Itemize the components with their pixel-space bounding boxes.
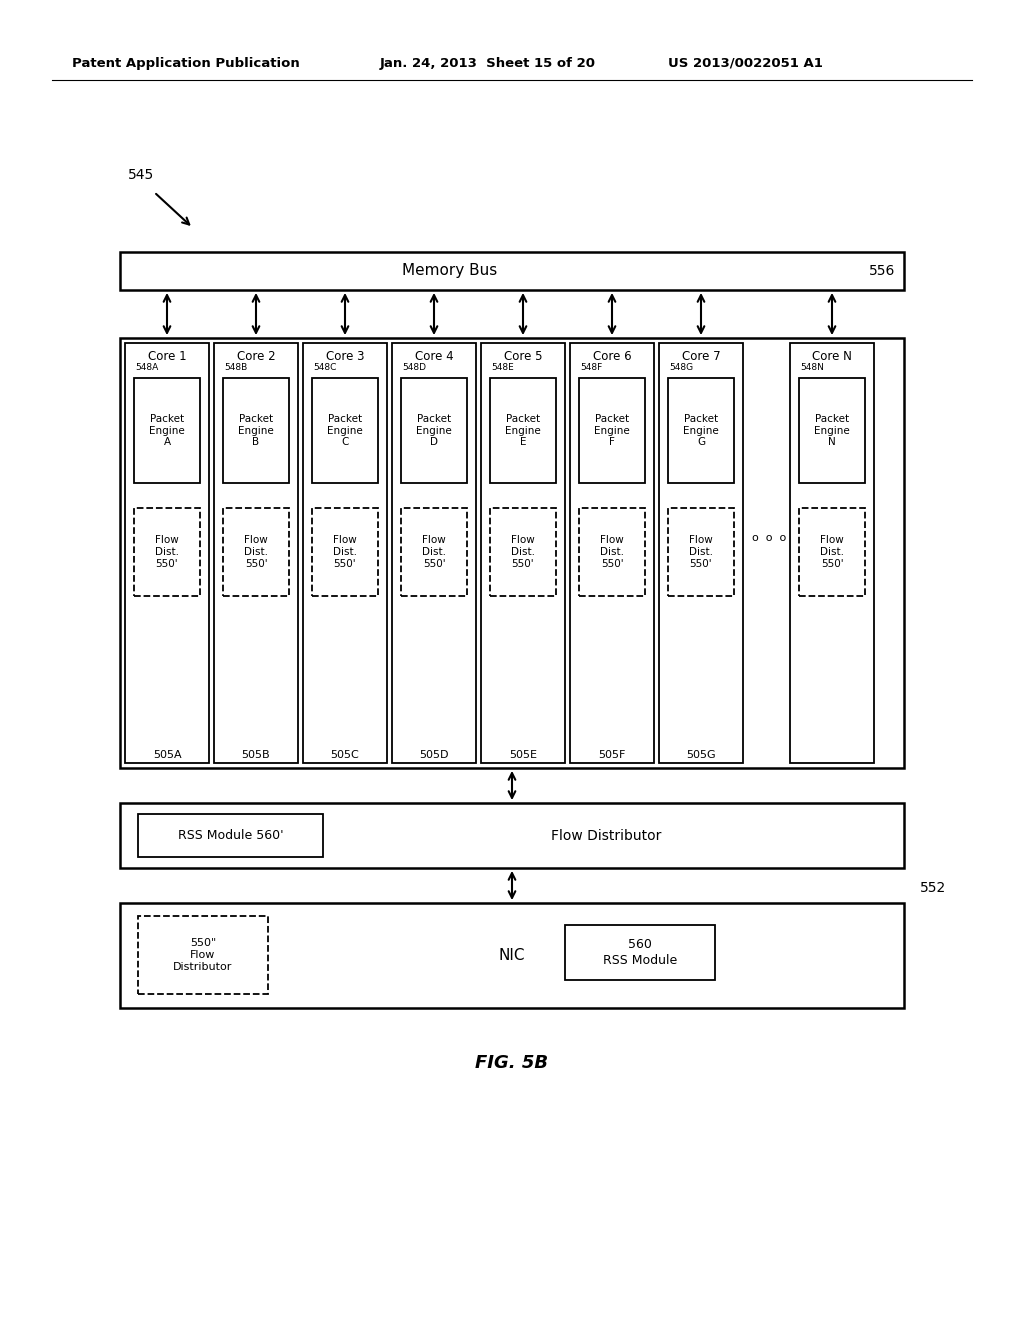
Bar bbox=[490, 508, 556, 597]
Text: Core 5: Core 5 bbox=[504, 350, 543, 363]
Text: Flow Distributor: Flow Distributor bbox=[551, 829, 662, 842]
Bar bbox=[668, 508, 734, 597]
Text: 548F: 548F bbox=[580, 363, 602, 371]
Bar bbox=[134, 378, 200, 483]
Text: 548D: 548D bbox=[402, 363, 426, 371]
Text: 548E: 548E bbox=[490, 363, 514, 371]
Text: 505C: 505C bbox=[331, 750, 359, 760]
Text: Flow
Dist.
550': Flow Dist. 550' bbox=[333, 536, 357, 569]
Bar bbox=[120, 338, 904, 768]
Text: 548G: 548G bbox=[669, 363, 693, 371]
Text: Core 1: Core 1 bbox=[147, 350, 186, 363]
Text: 550"
Flow
Distributor: 550" Flow Distributor bbox=[173, 939, 232, 972]
Text: 505G: 505G bbox=[686, 750, 716, 760]
Text: 548A: 548A bbox=[135, 363, 159, 371]
Text: Packet
Engine
G: Packet Engine G bbox=[683, 414, 719, 447]
Text: Core 2: Core 2 bbox=[237, 350, 275, 363]
Text: Memory Bus: Memory Bus bbox=[401, 264, 497, 279]
Bar bbox=[401, 378, 467, 483]
Bar bbox=[401, 508, 467, 597]
Text: 548N: 548N bbox=[800, 363, 824, 371]
Text: Flow
Dist.
550': Flow Dist. 550' bbox=[511, 536, 535, 569]
Text: NIC: NIC bbox=[499, 948, 525, 964]
Text: Flow
Dist.
550': Flow Dist. 550' bbox=[820, 536, 844, 569]
Text: Flow
Dist.
550': Flow Dist. 550' bbox=[689, 536, 713, 569]
Text: 556: 556 bbox=[868, 264, 895, 279]
Text: 505D: 505D bbox=[419, 750, 449, 760]
Text: 548C: 548C bbox=[313, 363, 336, 371]
Text: 552: 552 bbox=[920, 880, 946, 895]
Text: Core 4: Core 4 bbox=[415, 350, 454, 363]
Bar bbox=[303, 343, 387, 763]
Bar bbox=[134, 508, 200, 597]
Bar bbox=[579, 508, 645, 597]
Text: 505E: 505E bbox=[509, 750, 537, 760]
Bar bbox=[668, 378, 734, 483]
Text: Packet
Engine
D: Packet Engine D bbox=[416, 414, 452, 447]
Text: 548B: 548B bbox=[224, 363, 247, 371]
Bar bbox=[490, 378, 556, 483]
Bar bbox=[799, 508, 865, 597]
Text: RSS Module 560': RSS Module 560' bbox=[178, 829, 284, 842]
Text: Packet
Engine
A: Packet Engine A bbox=[150, 414, 185, 447]
Text: 505B: 505B bbox=[242, 750, 270, 760]
Text: Core 6: Core 6 bbox=[593, 350, 632, 363]
Bar bbox=[312, 378, 378, 483]
Bar bbox=[565, 925, 715, 979]
Text: Core N: Core N bbox=[812, 350, 852, 363]
Text: Flow
Dist.
550': Flow Dist. 550' bbox=[422, 536, 446, 569]
Text: Packet
Engine
C: Packet Engine C bbox=[327, 414, 362, 447]
Bar bbox=[799, 378, 865, 483]
Text: Packet
Engine
E: Packet Engine E bbox=[505, 414, 541, 447]
Bar bbox=[223, 378, 289, 483]
Bar bbox=[120, 903, 904, 1008]
Text: 545: 545 bbox=[128, 168, 155, 182]
Text: Flow
Dist.
550': Flow Dist. 550' bbox=[600, 536, 624, 569]
Text: 505A: 505A bbox=[153, 750, 181, 760]
Text: Flow
Dist.
550': Flow Dist. 550' bbox=[155, 536, 179, 569]
Bar bbox=[125, 343, 209, 763]
Bar bbox=[570, 343, 654, 763]
Bar bbox=[481, 343, 565, 763]
Bar bbox=[120, 803, 904, 869]
Text: US 2013/0022051 A1: US 2013/0022051 A1 bbox=[668, 57, 823, 70]
Bar bbox=[790, 343, 874, 763]
Bar bbox=[138, 916, 268, 994]
Text: Packet
Engine
F: Packet Engine F bbox=[594, 414, 630, 447]
Text: FIG. 5B: FIG. 5B bbox=[475, 1053, 549, 1072]
Text: o  o  o: o o o bbox=[752, 533, 786, 543]
Bar bbox=[312, 508, 378, 597]
Bar bbox=[579, 378, 645, 483]
Text: 505F: 505F bbox=[598, 750, 626, 760]
Bar bbox=[138, 814, 323, 857]
Bar bbox=[392, 343, 476, 763]
Text: Flow
Dist.
550': Flow Dist. 550' bbox=[244, 536, 268, 569]
Text: Patent Application Publication: Patent Application Publication bbox=[72, 57, 300, 70]
Bar bbox=[120, 252, 904, 290]
Text: Packet
Engine
N: Packet Engine N bbox=[814, 414, 850, 447]
Bar bbox=[214, 343, 298, 763]
Text: Jan. 24, 2013  Sheet 15 of 20: Jan. 24, 2013 Sheet 15 of 20 bbox=[380, 57, 596, 70]
Text: Core 3: Core 3 bbox=[326, 350, 365, 363]
Text: Core 7: Core 7 bbox=[682, 350, 720, 363]
Text: Packet
Engine
B: Packet Engine B bbox=[239, 414, 273, 447]
Text: 560
RSS Module: 560 RSS Module bbox=[603, 939, 677, 966]
Bar bbox=[659, 343, 743, 763]
Bar bbox=[223, 508, 289, 597]
